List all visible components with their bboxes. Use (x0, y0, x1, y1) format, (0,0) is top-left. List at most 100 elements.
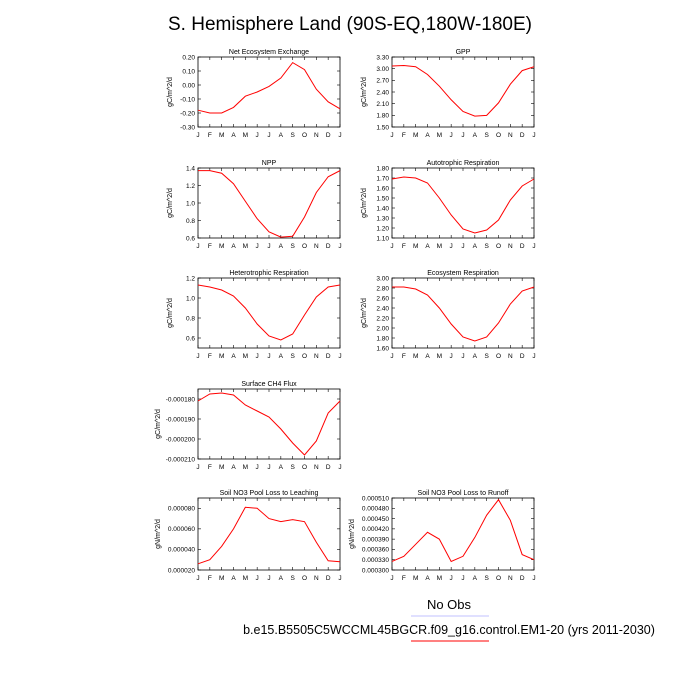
x-tick-label: J (196, 353, 199, 360)
x-tick-label: A (231, 353, 236, 360)
y-tick-label: -0.10 (180, 96, 195, 103)
x-tick-label: J (267, 132, 270, 139)
x-tick-label: M (243, 353, 248, 360)
x-tick-label: J (338, 464, 341, 471)
plot-frame (197, 388, 341, 460)
x-tick-label: M (219, 243, 224, 250)
y-tick-label: 2.20 (376, 315, 389, 322)
x-tick-label: F (208, 243, 212, 250)
x-tick-label: A (231, 243, 236, 250)
y-tick-label: 0.000510 (362, 495, 389, 502)
y-tick-label: 0.000390 (362, 536, 389, 543)
x-tick-label: M (219, 575, 224, 582)
y-tick-label: 2.60 (376, 295, 389, 302)
panel-autotrophic-respiration: Autotrophic Respiration 1.80 1.70 1.60 1.50 1… (361, 160, 536, 250)
x-tick-label: M (437, 243, 442, 250)
y-tick-label: 1.30 (376, 215, 389, 222)
y-axis-label: gN/m^2/d (155, 519, 162, 549)
x-tick-label: F (402, 353, 406, 360)
x-tick-label: J (256, 353, 259, 360)
y-tick-label: 0.000450 (362, 516, 389, 523)
legend: No Obs b.e15.B5505C5WCCML45BGCR.f09_g16.… (243, 597, 655, 642)
y-tick-label: 1.50 (376, 124, 389, 131)
x-tick-label: F (208, 464, 212, 471)
y-tick-label: 0.000080 (168, 506, 195, 513)
x-tick-label: O (496, 243, 501, 250)
y-tick-label: 0.6 (186, 235, 195, 242)
x-tick-label: J (256, 464, 259, 471)
x-tick-label: M (243, 575, 248, 582)
x-tick-label: J (390, 575, 393, 582)
x-tick-label: N (508, 132, 513, 139)
y-tick-label: 0.000420 (362, 526, 389, 533)
x-tick-label: J (267, 575, 270, 582)
x-tick-label: S (484, 353, 489, 360)
y-tick-label: 0.000060 (168, 526, 195, 533)
panel-soil-no3-pool-loss-to-runoff: Soil NO3 Pool Loss to Runoff 0.000510 0.00… (349, 490, 536, 582)
x-tick-label: J (461, 243, 464, 250)
x-tick-label: D (326, 243, 331, 250)
x-tick-label: O (496, 575, 501, 582)
x-tick-label: J (450, 243, 453, 250)
x-tick-label: N (314, 353, 319, 360)
plot-frame (197, 277, 341, 349)
plot-frame (391, 56, 535, 128)
y-tick-label: 0.000480 (362, 506, 389, 513)
x-tick-label: M (413, 243, 418, 250)
x-tick-label: A (231, 575, 236, 582)
x-tick-label: J (461, 132, 464, 139)
x-tick-label: J (196, 464, 199, 471)
x-tick-label: J (450, 132, 453, 139)
x-tick-label: M (219, 464, 224, 471)
x-tick-label: J (267, 243, 270, 250)
y-tick-label: 1.20 (376, 225, 389, 232)
x-tick-label: A (279, 243, 284, 250)
x-tick-label: J (461, 353, 464, 360)
x-tick-label: N (314, 243, 319, 250)
y-tick-label: -0.20 (180, 110, 195, 117)
panel-soil-no3-pool-loss-to-leaching: Soil NO3 Pool Loss to Leaching 0.000080 0.… (155, 490, 342, 582)
series-line (392, 286, 535, 342)
y-tick-label: 1.80 (376, 335, 389, 342)
x-tick-label: D (326, 132, 331, 139)
panel-net-ecosystem-exchange: Net Ecosystem Exchange 0.20 0.10 0.00 -0.10 -… (167, 49, 342, 139)
legend-label-run: b.e15.B5505C5WCCML45BGCR.f09_g16.control… (243, 623, 655, 637)
x-tick-label: M (413, 353, 418, 360)
y-tick-label: 1.2 (186, 275, 195, 282)
y-tick-label: 1.40 (376, 205, 389, 212)
panel-surface-ch4-flux: Surface CH4 Flux -0.000180 -0.000190 -0.000… (155, 381, 342, 471)
x-tick-label: J (338, 353, 341, 360)
series-line (391, 65, 535, 117)
x-tick-label: J (267, 464, 270, 471)
x-tick-label: N (508, 353, 513, 360)
y-axis-label: gC/m^2/d (361, 298, 368, 328)
y-tick-label: 0.8 (186, 315, 195, 322)
x-tick-label: D (520, 575, 525, 582)
x-tick-label: J (256, 243, 259, 250)
plot-frame (197, 497, 341, 571)
x-tick-label: J (532, 243, 535, 250)
x-tick-label: O (302, 132, 307, 139)
y-tick-label: 0.000330 (362, 557, 389, 564)
y-tick-label: 2.00 (376, 325, 389, 332)
series-line (197, 506, 341, 565)
y-tick-label: 0.10 (182, 68, 195, 75)
y-axis-label: gC/m^2/d (167, 298, 174, 328)
panel-title: Heterotrophic Respiration (229, 270, 308, 277)
x-tick-label: S (484, 575, 489, 582)
x-tick-label: A (231, 464, 236, 471)
panel-ecosystem-respiration: Ecosystem Respiration 3.00 2.80 2.60 2.40 2.2… (361, 270, 536, 360)
x-tick-label: S (484, 243, 489, 250)
series-line (391, 498, 535, 563)
series-line (197, 392, 341, 456)
y-tick-label: 1.60 (376, 345, 389, 352)
y-tick-label: 1.10 (376, 235, 389, 242)
x-tick-label: M (219, 132, 224, 139)
series-line (197, 61, 341, 114)
x-tick-label: J (532, 575, 535, 582)
y-axis-label: gC/m^2/d (167, 188, 174, 218)
figure-title: S. Hemisphere Land (90S-EQ,180W-180E) (168, 14, 532, 35)
y-tick-label: 0.000020 (168, 567, 195, 574)
